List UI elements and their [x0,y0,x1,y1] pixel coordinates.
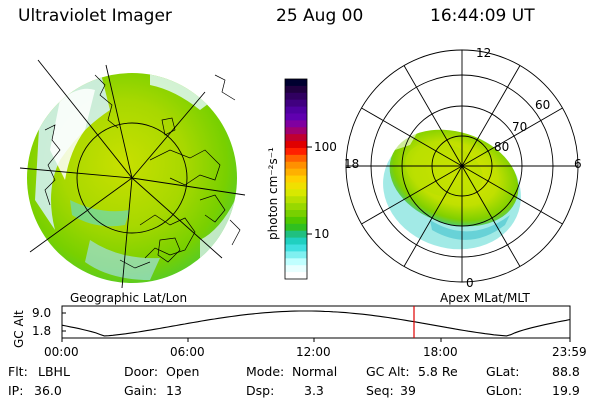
gcalt-label: GC Alt: [366,364,410,379]
polar-grid [345,49,579,283]
colorbar-segment [285,265,307,273]
colorbar-tick-10: 10 [314,227,330,241]
mlat-label-70: 70 [512,120,528,134]
colorbar-segment [285,85,307,94]
door-value: Open [166,364,200,379]
time-tick-1800: 18:00 [423,345,458,359]
colorbar-segment [285,196,307,204]
apex-caption: Apex MLat/MLT [440,291,530,305]
colorbar-segment [285,237,307,246]
colorbar-segment [285,258,307,266]
altitude-plot [61,305,571,342]
colorbar-segment [285,92,307,101]
mlt-label-0: 0 [466,276,474,290]
altitude-curve [61,310,571,337]
colorbar-tick-100: 100 [314,140,337,154]
altitude-tick-1-8: 1.8 [32,324,52,338]
gain-value: 13 [166,383,182,398]
mlat-label-80: 80 [494,140,510,154]
flt-label: Flt: [8,364,28,379]
colorbar-segment [285,127,307,135]
colorbar-segment [285,182,307,190]
colorbar-segment [285,154,307,163]
colorbar-segment [285,99,307,108]
flt-value: LBHL [38,364,70,379]
geographic-image-panel [19,59,246,289]
dsp-value: 3.3 [304,383,324,398]
colorbar-segment [285,175,307,183]
glon-value: 19.9 [552,383,580,398]
door-label: Door: [124,364,159,379]
colorbar-segment [285,203,307,211]
gcalt-value: 5.8 Re [418,364,458,379]
colorbar-segment [285,223,307,232]
colorbar-segment [285,141,307,149]
colorbar-unit-label: photon cm⁻²s⁻¹ [266,147,280,240]
colorbar-segment [285,134,307,142]
instrument-title: Ultraviolet Imager [18,6,172,26]
seq-value: 39 [400,383,416,398]
ip-value: 36.0 [34,383,62,398]
colorbar-segment [285,113,307,121]
colorbar-segment [285,106,307,114]
colorbar-segment [285,210,307,218]
mlt-label-18: 18 [344,157,360,171]
image-date: 25 Aug 00 [276,6,364,26]
colorbar-segment [285,120,307,128]
colorbar-segment [285,79,307,87]
mlt-label-12: 12 [476,46,492,60]
colorbar-segment [285,244,307,252]
time-tick-2359: 23:59 [552,345,587,359]
colorbar-segment [285,216,307,225]
colorbar-segment [285,147,307,156]
mode-label: Mode: [246,364,285,379]
colorbar-segment [285,168,307,177]
geographic-grid [19,59,246,289]
glon-label: GLon: [486,383,523,398]
altitude-tick-9: 9.0 [32,306,52,320]
seq-label: Seq: [366,383,394,398]
colorbar-segment [285,251,307,259]
mlat-label-60: 60 [535,98,551,112]
geographic-caption: Geographic Lat/Lon [70,291,188,305]
mode-value: Normal [292,364,338,379]
polar-mlat-mlt-panel [345,49,579,283]
glat-label: GLat: [486,364,520,379]
colorbar-segment [285,272,307,280]
time-tick-1200: 12:00 [296,345,331,359]
image-time: 16:44:09 UT [430,6,535,26]
time-tick-0000: 00:00 [44,345,79,359]
color-scale-bar [284,78,312,280]
colorbar-segment [285,161,307,170]
glat-value: 88.8 [552,364,580,379]
coastline-outlines [44,74,241,269]
mlt-label-6: 6 [574,157,582,171]
colorbar-segment [285,189,307,197]
altitude-ylabel: GC Alt [12,310,26,348]
dsp-label: Dsp: [246,383,275,398]
ip-label: IP: [8,383,24,398]
colorbar-segment [285,230,307,239]
time-tick-0600: 06:00 [170,345,205,359]
gain-label: Gain: [124,383,157,398]
